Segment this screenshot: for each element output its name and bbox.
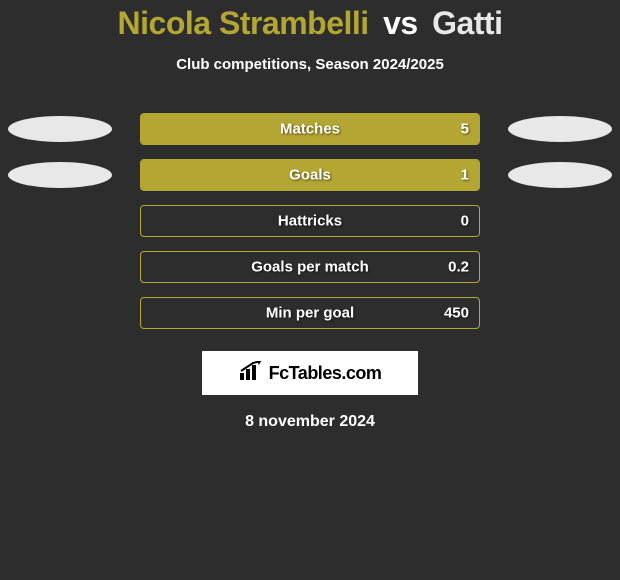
stats-rows: Matches 5 Goals 1 Hattricks 0 <box>0 113 620 329</box>
left-ellipse <box>8 162 112 188</box>
stat-bar: Matches 5 <box>140 113 480 145</box>
player2-name: Gatti <box>432 5 502 41</box>
stat-bar: Goals 1 <box>140 159 480 191</box>
stat-value: 1 <box>461 167 469 184</box>
date-label: 8 november 2024 <box>0 413 620 431</box>
stat-row: Goals per match 0.2 <box>0 251 620 283</box>
player1-name: Nicola Strambelli <box>118 5 369 41</box>
logo-text: FcTables.com <box>269 363 382 384</box>
stat-bar: Hattricks 0 <box>140 205 480 237</box>
stat-value: 450 <box>444 305 469 322</box>
stat-value: 5 <box>461 121 469 138</box>
stat-row: Goals 1 <box>0 159 620 191</box>
right-ellipse <box>508 116 612 142</box>
stat-label: Matches <box>280 121 340 138</box>
stat-row: Matches 5 <box>0 113 620 145</box>
stat-bar: Min per goal 450 <box>140 297 480 329</box>
stat-row: Hattricks 0 <box>0 205 620 237</box>
stat-label: Min per goal <box>266 305 354 322</box>
stat-label: Hattricks <box>278 213 342 230</box>
stat-label: Goals per match <box>251 259 369 276</box>
chart-icon <box>239 361 263 386</box>
subtitle: Club competitions, Season 2024/2025 <box>0 56 620 73</box>
stat-label: Goals <box>289 167 331 184</box>
right-ellipse <box>508 162 612 188</box>
stat-row: Min per goal 450 <box>0 297 620 329</box>
comparison-title: Nicola Strambelli vs Gatti <box>0 5 620 42</box>
stat-value: 0.2 <box>448 259 469 276</box>
stat-bar: Goals per match 0.2 <box>140 251 480 283</box>
logo-box: FcTables.com <box>202 351 418 395</box>
stat-value: 0 <box>461 213 469 230</box>
vs-label: vs <box>383 5 418 41</box>
left-ellipse <box>8 116 112 142</box>
